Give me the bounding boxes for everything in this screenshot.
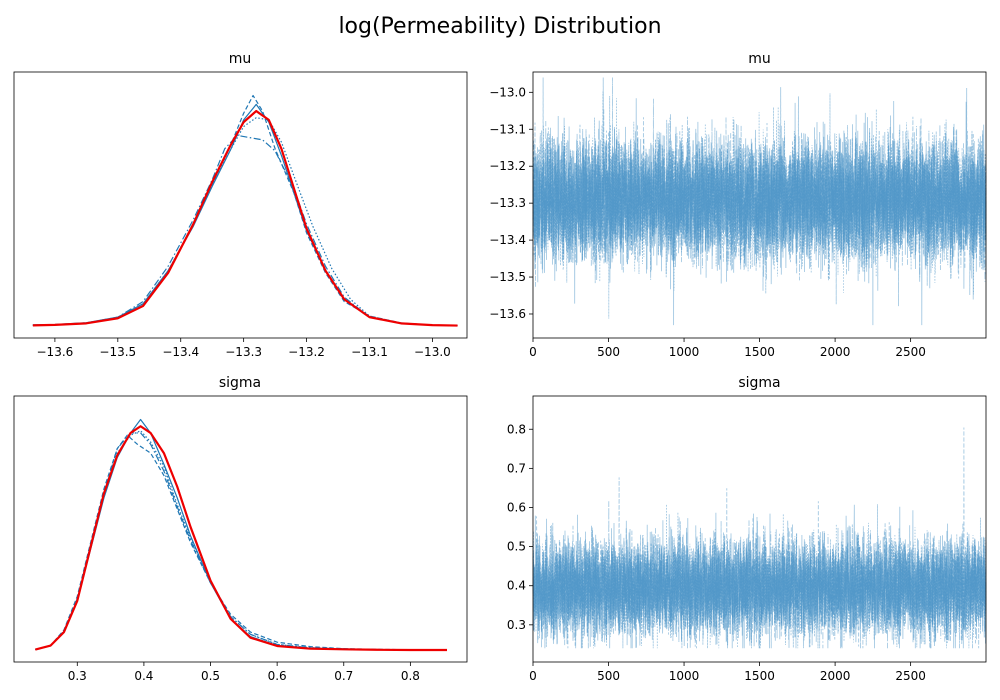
mu-density-xtick-label: −13.3: [225, 345, 262, 359]
sigma-density-panel: sigma 0.3 0.4 0.5 0.6 0.7 0.8: [13, 375, 468, 683]
mu-density-xtick-label: −13.6: [37, 345, 74, 359]
mu-trace-chain-4-trace: [532, 91, 987, 319]
mu-density-xtick-label: −13.2: [288, 345, 325, 359]
mu-density-xtick-label: −13.4: [162, 345, 199, 359]
sigma-density-xtick-label: 0.6: [268, 669, 287, 683]
sigma-trace-ytick-label: 0.8: [507, 422, 526, 436]
sigma-trace-panel: sigma 0 500 1000 1500 2000 2500 0.3 0.4 0.5 0.6 0.…: [507, 375, 987, 683]
sigma-trace-xtick-label: 2000: [820, 669, 851, 683]
sigma-density-xtick-label: 0.7: [334, 669, 353, 683]
sigma-trace-chain-4-trace: [532, 504, 987, 649]
sigma-density-xtick-label: 0.4: [134, 669, 153, 683]
mu-trace-xtick-label: 500: [597, 345, 620, 359]
mu-trace-xtick-label: 2000: [820, 345, 851, 359]
sigma-density-xtick-label: 0.8: [401, 669, 420, 683]
sigma-trace-ytick-label: 0.4: [507, 579, 526, 593]
sigma-trace-xtick-label: 1500: [744, 669, 775, 683]
sigma-density-xtick-label: 0.5: [201, 669, 220, 683]
mu-trace-xtick-label: 0: [529, 345, 537, 359]
sigma-trace-ytick-label: 0.6: [507, 500, 526, 514]
sigma-trace-xtick-label: 500: [597, 669, 620, 683]
mu-trace-ytick-label: −13.4: [489, 233, 526, 247]
mu-trace-xtick-label: 1000: [669, 345, 700, 359]
mu-trace-title: mu: [748, 51, 771, 67]
mu-density-axes-frame: [13, 71, 468, 339]
sigma-trace-ytick-label: 0.7: [507, 461, 526, 475]
sigma-trace-ytick-label: 0.3: [507, 618, 526, 632]
mu-density-overall-curve: [32, 109, 458, 327]
mu-density-xtick-label: −13.1: [351, 345, 388, 359]
sigma-trace-xtick-label: 1000: [669, 669, 700, 683]
mu-trace-xtick-label: 2500: [895, 345, 926, 359]
mu-trace-ytick-label: −13.5: [489, 270, 526, 284]
sigma-trace-ytick-label: 0.5: [507, 540, 526, 554]
sigma-trace-title: sigma: [738, 375, 780, 391]
mu-trace-ytick-label: −13.3: [489, 196, 526, 210]
mu-trace-ytick-label: −13.6: [489, 307, 526, 321]
sigma-density-title: sigma: [219, 375, 261, 391]
sigma-density-xtick-label: 0.3: [68, 669, 87, 683]
mu-density-panel: mu −13.6 −13.5 −13.4 −13.3 −13.2 −13.1 −13.0: [13, 51, 468, 359]
sigma-trace-xtick-label: 0: [529, 669, 537, 683]
mu-trace-panel: mu 0 500 1000 1500 2000 2500 −13.6 −13.5 −13.4 −1…: [489, 51, 987, 359]
mu-trace-xtick-label: 1500: [744, 345, 775, 359]
mu-density-xtick-label: −13.5: [99, 345, 136, 359]
mu-density-xtick-label: −13.0: [414, 345, 451, 359]
mu-trace-ytick-label: −13.2: [489, 159, 526, 173]
sigma-density-overall-curve: [35, 425, 448, 652]
mu-trace-ytick-label: −13.1: [489, 122, 526, 136]
sigma-density-axes-frame: [13, 395, 468, 663]
mu-trace-ytick-label: −13.0: [489, 85, 526, 99]
mu-density-title: mu: [229, 51, 252, 67]
figure-title: log(Permeability) Distribution: [338, 14, 661, 39]
sigma-trace-xtick-label: 2500: [895, 669, 926, 683]
